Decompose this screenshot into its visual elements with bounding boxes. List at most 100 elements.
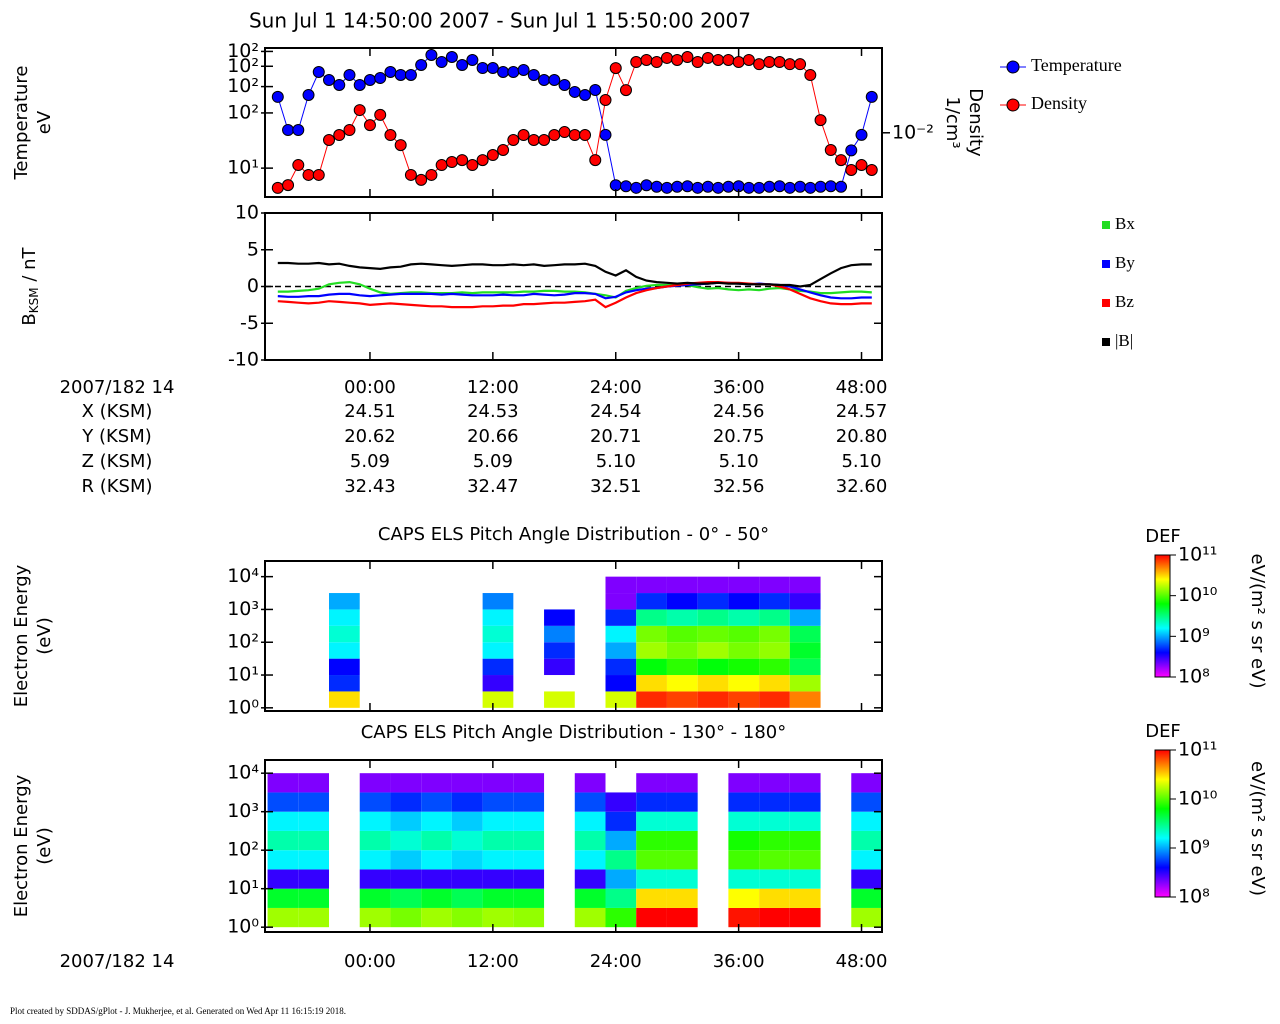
y-axis-label: BKSM / nT [19,246,41,325]
data-point [619,180,632,193]
heatmap-cell [759,642,790,659]
y-axis-label-part: / nT [19,246,40,287]
heatmap-cell [636,609,667,626]
heatmap-cell [759,675,790,692]
data-point [845,164,858,177]
data-point [640,179,653,192]
data-point [425,168,438,181]
y-axis-label-part: B [19,313,40,325]
heatmap-cell [759,625,790,643]
data-point [835,180,848,193]
data-point [415,59,428,72]
data-point [548,73,561,86]
data-point [794,58,807,71]
ephemeris-value: 5.10 [841,451,881,472]
heatmap-cell [267,830,299,851]
y-tick-label: 10² [227,75,259,97]
plot-frame [264,759,883,933]
data-point [619,84,632,97]
ephemeris-label: Y (KSM) [81,426,152,447]
heatmap-cell [666,830,698,851]
data-point [302,89,315,102]
data-point [753,58,766,71]
heatmap-cell [605,593,637,610]
heatmap-cell [451,907,483,928]
data-point [517,63,530,76]
y2-axis-label: 1/cm³ [942,96,963,148]
data-point [681,180,694,193]
data-point [579,129,592,142]
legend-marker [1102,260,1110,268]
ephemeris-value: 24.51 [344,401,396,422]
heatmap-cell [451,830,483,851]
heatmap-cell [513,773,545,793]
heatmap-cell [359,869,391,889]
heatmap-cell [789,609,821,626]
heatmap-cell [421,850,452,870]
heatmap-cell [759,830,790,851]
data-point [476,62,489,75]
data-point [507,66,520,79]
colorbar-tick-label: 10⁹ [1178,625,1210,647]
y-tick-label: 10² [227,55,259,77]
data-point [435,159,448,172]
heatmap-cell [267,869,299,889]
heatmap-cell [329,675,360,692]
heatmap-cell [421,888,452,908]
heatmap-cell [421,811,452,831]
legend-label: Density [1031,93,1087,113]
heatmap-cell [482,773,514,793]
heatmap-cell [666,907,698,928]
heatmap-cell [697,691,729,708]
data-point [804,69,817,82]
data-point [497,143,510,156]
heatmap-cell [636,642,667,659]
heatmap-cell [697,609,729,626]
data-point [763,56,776,69]
ephemeris-value: 5.09 [473,451,513,472]
heatmap-cell [636,576,667,594]
data-point [599,128,612,141]
colorbar-tick-label: 10¹¹ [1178,739,1217,761]
heatmap-cell [421,869,452,889]
x-tick-label: 48:00 [836,951,888,972]
data-point [333,129,346,142]
heatmap-cell [513,907,545,928]
heatmap-cell [759,792,790,812]
y-tick-label: 10¹ [227,877,259,899]
heatmap-cell [759,576,790,594]
heatmap-cell [451,869,483,889]
ephemeris-value: 32.43 [344,476,396,497]
data-point [630,56,643,69]
heatmap-cell [574,869,606,889]
ephemeris-value: 5.09 [350,451,390,472]
data-point [466,159,479,172]
heatmap-cell [759,869,790,889]
y-tick-label: 10⁰ [227,696,259,718]
y-tick-label: 10¹ [227,157,259,179]
data-point [445,156,458,169]
y-tick-label: 10³ [227,800,259,822]
heatmap-cell [851,811,882,831]
heatmap-cell [851,907,882,928]
heatmap-cell [574,907,606,928]
ephemeris-value: 32.60 [836,476,888,497]
ephemeris-value: 20.62 [344,426,396,447]
x-tick-label: 48:00 [836,377,888,398]
heatmap-cell [267,850,299,870]
data-point [568,85,581,98]
colorbar-tick-label: 10¹⁰ [1178,584,1217,606]
heatmap-cell [605,888,637,908]
heatmap-cell [574,811,606,831]
heatmap-cell [329,625,360,643]
heatmap-cell [451,773,483,793]
heatmap-cell [390,869,422,889]
data-point [855,128,868,141]
heatmap-cell [666,658,698,676]
ephemeris-label: R (KSM) [81,476,152,497]
heatmap-cell [789,811,821,831]
heatmap-cell [482,850,514,870]
heatmap-cell [697,625,729,643]
heatmap-cell [482,691,514,708]
